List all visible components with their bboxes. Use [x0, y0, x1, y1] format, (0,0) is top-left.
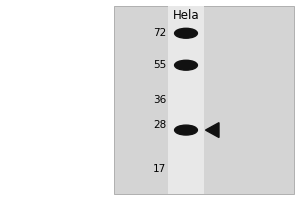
Text: 17: 17 [153, 164, 167, 174]
Ellipse shape [175, 60, 197, 70]
Bar [168, 6, 204, 194]
Polygon shape [206, 123, 219, 138]
Text: 55: 55 [153, 60, 167, 70]
Text: 36: 36 [153, 95, 167, 105]
Text: Hela: Hela [173, 9, 199, 22]
Bar [114, 6, 294, 194]
Text: 28: 28 [153, 120, 167, 130]
Ellipse shape [175, 125, 197, 135]
Ellipse shape [175, 28, 197, 38]
Text: 72: 72 [153, 28, 167, 38]
